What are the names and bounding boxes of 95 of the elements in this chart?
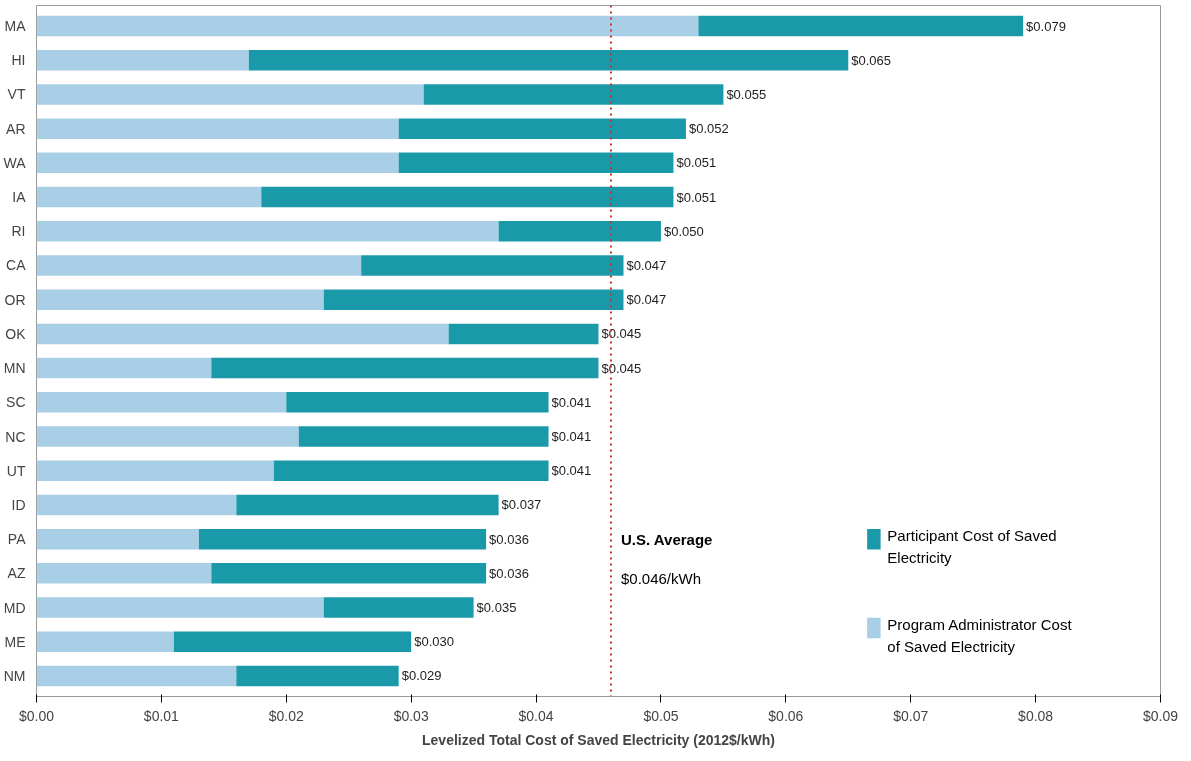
total-label: $0.041 [551,463,592,479]
bar [36,426,299,447]
y-tick-label: PA [7,531,27,548]
bar [36,289,324,310]
bar [261,186,674,208]
ref-line-label: U.S. Average [620,530,713,548]
total-label: $0.030 [414,634,454,650]
total-label: $0.041 [551,429,592,445]
y-tick-label: AR [6,120,26,137]
x-tick-label: $0.00 [18,707,55,724]
total-label: $0.050 [663,223,704,239]
y-tick-label: VT [7,86,26,103]
bar [423,84,724,105]
bar [36,186,262,208]
bar [323,289,624,310]
y-tick-label: OR [4,291,26,308]
total-label: $0.047 [626,292,667,308]
bar [361,255,624,276]
bar [298,426,549,447]
bar [36,255,362,276]
total-label: $0.055 [726,86,767,102]
bar [323,597,474,618]
x-tick-label: $0.02 [268,707,305,724]
x-tick-label: $0.08 [1018,707,1054,724]
bar [36,665,237,687]
bar [36,631,174,653]
bar [211,357,599,379]
bar [698,15,1024,37]
bar [273,460,549,481]
bar [236,665,399,687]
bar [36,49,249,71]
total-label: $0.041 [551,394,592,410]
y-tick-label: UT [6,462,26,479]
legend-label: Participant Cost of Saved Electricity [887,527,1057,567]
y-tick-label: NM [3,667,26,684]
total-label: $0.051 [676,189,717,205]
total-label: $0.045 [601,360,642,376]
bar [36,563,212,584]
x-tick-label: $0.03 [393,707,429,724]
y-tick-label: SC [6,394,26,411]
total-label: $0.036 [489,565,529,581]
y-tick-label: RI [11,223,26,240]
bar [286,392,549,413]
y-tick-label: MD [3,599,26,616]
bar [398,118,686,139]
bar [36,494,237,516]
bar [36,15,699,37]
x-tick-label: $0.07 [893,707,929,724]
total-label: $0.045 [601,326,642,342]
x-tick-label: $0.01 [143,707,180,724]
bar [36,460,274,481]
bar [36,221,499,242]
total-label: $0.035 [476,600,517,616]
x-axis-title: Levelized Total Cost of Saved Electricity (2012$/kWh) [422,731,775,748]
bar [248,49,849,71]
y-tick-label: AZ [7,565,26,582]
bar [211,563,487,584]
bar [36,357,212,379]
legend-label: Program Administrator Cost of Saved Electricity [887,616,1073,656]
total-label: $0.079 [1026,18,1066,34]
y-tick-label: HI [11,52,26,69]
y-tick-label: ME [4,633,26,650]
y-tick-label: ID [11,496,26,513]
total-label: $0.065 [851,52,892,68]
bar [448,323,599,345]
total-label: $0.029 [401,668,442,684]
bar [36,84,424,105]
x-tick-label: $0.09 [1142,707,1179,724]
x-tick-label: $0.04 [518,707,554,724]
y-tick-label: MA [4,18,27,35]
bar [36,152,399,174]
total-label: $0.051 [676,155,717,171]
bar [36,392,287,413]
bar [36,528,199,550]
y-tick-label: NC [5,428,26,445]
bar [398,152,674,174]
bar [236,494,499,516]
y-tick-label: CA [6,257,27,274]
bar [36,597,324,618]
bar [198,528,487,550]
bar [173,631,412,653]
y-tick-label: WA [3,154,27,171]
total-label: $0.047 [626,257,667,273]
total-label: $0.037 [501,497,542,513]
annotation: $0.046/kWh [620,569,702,587]
total-label: $0.036 [489,531,529,547]
y-tick-label: MN [3,360,26,377]
y-tick-label: IA [12,189,27,206]
bar [36,323,449,345]
x-tick-label: $0.06 [768,707,804,724]
bar [498,221,661,242]
x-tick-label: $0.05 [643,707,679,724]
y-tick-label: OK [5,325,27,342]
bar [36,118,399,139]
total-label: $0.052 [688,121,729,137]
